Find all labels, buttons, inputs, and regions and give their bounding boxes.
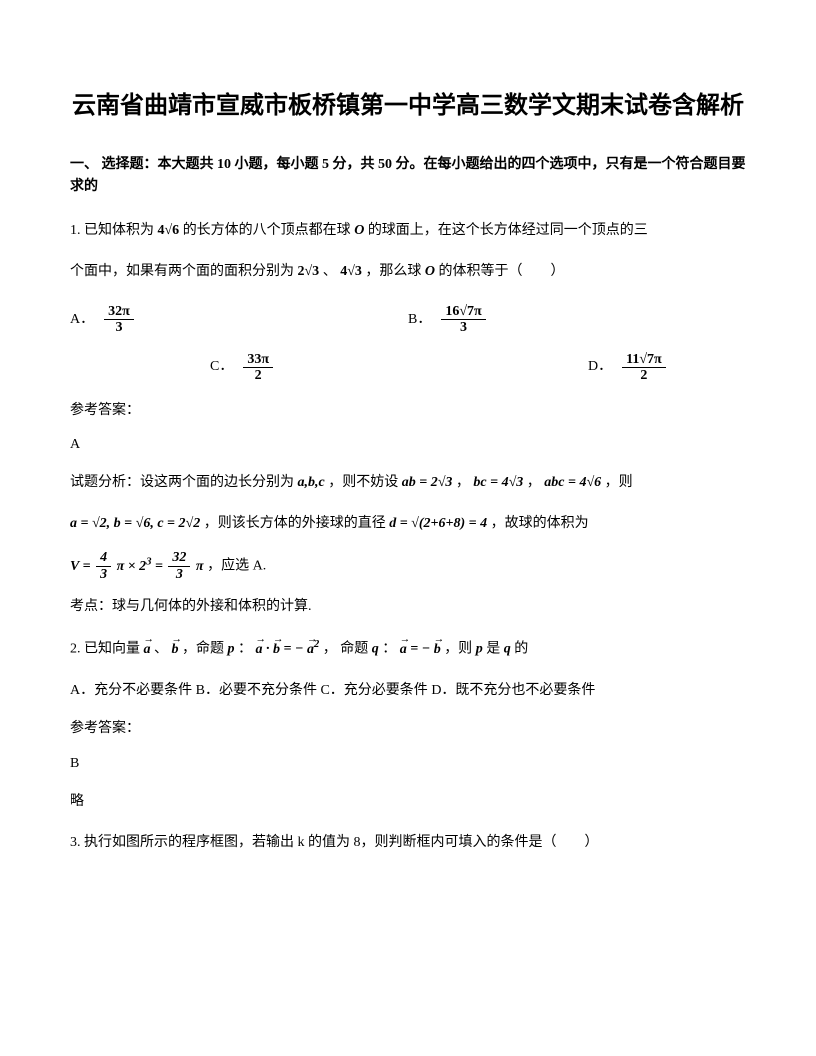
q1-optC-frac: 33π 2	[243, 352, 273, 384]
q2-qq: q	[504, 642, 511, 657]
q2-qeq-a: a	[400, 635, 407, 666]
q2-brief: 略	[70, 787, 746, 818]
option-label-D: D．	[588, 356, 612, 378]
q1-volume: 4√6	[158, 223, 180, 238]
q1-option-A: A． 32π 3	[70, 304, 408, 336]
q1-kaodian: 考点：球与几何体的外接和体积的计算.	[70, 592, 746, 623]
q1-ana-eq6: V = 43 π × 23 = 323 π	[70, 559, 207, 574]
q2-qeq-eq: = −	[410, 642, 430, 657]
q1-answer: A	[70, 434, 746, 456]
q1-ana-c1: ，	[456, 475, 470, 490]
q2-vec-a: a	[144, 635, 151, 666]
q1-mid5: 的体积等于（ ）	[439, 264, 565, 279]
q1-area2: 4√3	[340, 264, 362, 279]
q2-peq-eq: = −	[284, 642, 304, 657]
q1-ana-c2: ，	[527, 475, 541, 490]
q1-option-D: D． 11√7π 2	[408, 352, 746, 384]
q2-options: A．充分不必要条件 B．必要不充分条件 C．充分必要条件 D．既不充分也不必要条…	[70, 676, 746, 707]
q2-peq-a: a	[256, 635, 263, 666]
q1-ana-t4: ，故球的体积为	[491, 516, 589, 531]
q2-optC: C．充分必要条件	[320, 683, 427, 698]
q1-optB-frac: 16√7π 3	[441, 304, 485, 336]
q1-ana-eq3: abc = 4√6	[544, 475, 601, 490]
q1-analysis-line1: 试题分析：设这两个面的边长分别为 a,b,c ，则不妨设 ab = 2√3 ， …	[70, 468, 746, 499]
q1-mid4: ，那么球	[365, 264, 421, 279]
q1-answer-label: 参考答案：	[70, 400, 746, 422]
q1-sep: 、	[323, 264, 337, 279]
q2-q: q	[372, 642, 379, 657]
q1-optD-frac: 11√7π 2	[622, 352, 666, 384]
q1-option-B: B． 16√7π 3	[408, 304, 746, 336]
q1-mid1: 的长方体的八个顶点都在球	[183, 223, 351, 238]
q1-sphere-O2: O	[425, 264, 435, 279]
q2-answer: B	[70, 753, 746, 775]
q2-peq-dot: ·	[266, 642, 273, 657]
q1-prefix: 1. 已知体积为	[70, 223, 154, 238]
q1-optA-frac: 32π 3	[104, 304, 134, 336]
q1-ana-prefix: 试题分析：设这两个面的边长分别为	[70, 475, 294, 490]
q2-t5: 的	[514, 642, 528, 657]
q2-sep1: 、	[154, 642, 168, 657]
q1-ana-eq2: bc = 4√3	[473, 475, 523, 490]
exam-title: 云南省曲靖市宣威市板桥镇第一中学高三数学文期末试卷含解析	[70, 90, 746, 124]
q2-line1: 2. 已知向量 a 、 b ，命题 p ： a · b = − a2 ， 命题 …	[70, 633, 746, 665]
q1-ana-abc: a,b,c	[298, 475, 325, 490]
q2-t2: ， 命题	[323, 642, 369, 657]
q2-t4: 是	[486, 642, 504, 657]
q2-optD: D．既不充分也不必要条件	[431, 683, 595, 698]
q2-t3: ，则	[444, 642, 476, 657]
q1-ana-t1: ，则不妨设	[328, 475, 398, 490]
q1-options-row2: C． 33π 2 D． 11√7π 2	[70, 352, 746, 384]
q1-mid2: 的球面上，在这个长方体经过同一个顶点的三	[368, 223, 648, 238]
q2-qeq-b: b	[434, 635, 441, 666]
q1-ana-eq1: ab = 2√3	[402, 475, 453, 490]
q2-t1: ，命题	[182, 642, 224, 657]
q2-pp: p	[476, 642, 483, 657]
q1-option-C: C． 33π 2	[70, 352, 408, 384]
q2-prefix: 2. 已知向量	[70, 642, 140, 657]
option-label-C: C．	[210, 356, 233, 378]
q2-optA: A．充分不必要条件	[70, 683, 192, 698]
q1-line2: 个面中，如果有两个面的面积分别为 2√3 、 4√3 ，那么球 O 的体积等于（…	[70, 257, 746, 288]
q1-ana-t5: ，应选 A.	[207, 559, 266, 574]
q2-optB: B．必要不充分条件	[196, 683, 317, 698]
q2-p: p	[228, 642, 235, 657]
q1-analysis-line3: V = 43 π × 23 = 323 π ，应选 A.	[70, 550, 746, 582]
q1-ana-t2: ，则	[605, 475, 633, 490]
option-label-B: B．	[408, 309, 431, 331]
section-1-header: 一、 选择题：本大题共 10 小题，每小题 5 分，共 50 分。在每小题给出的…	[70, 154, 746, 199]
q2-peq-a2: a	[307, 635, 314, 666]
q2-answer-label: 参考答案：	[70, 718, 746, 740]
q2-vec-b: b	[172, 635, 179, 666]
q1-ana-t3: ，则该长方体的外接球的直径	[204, 516, 386, 531]
q1-mid3: 个面中，如果有两个面的面积分别为	[70, 264, 294, 279]
q3-text: 3. 执行如图所示的程序框图，若输出 k 的值为 8，则判断框内可填入的条件是（…	[70, 828, 746, 859]
q1-analysis-line2: a = √2, b = √6, c = 2√2 ，则该长方体的外接球的直径 d …	[70, 509, 746, 540]
q1-area1: 2√3	[298, 264, 320, 279]
q1-sphere-O: O	[354, 223, 364, 238]
q2-colon2: ：	[382, 642, 396, 657]
q1-ana-eq4: a = √2, b = √6, c = 2√2	[70, 516, 200, 531]
q1-ana-eq5: d = √(2+6+8) = 4	[389, 516, 487, 531]
q1-line1: 1. 已知体积为 4√6 的长方体的八个顶点都在球 O 的球面上，在这个长方体经…	[70, 216, 746, 247]
option-label-A: A．	[70, 309, 94, 331]
q1-options-row1: A． 32π 3 B． 16√7π 3	[70, 304, 746, 336]
q2-colon1: ：	[238, 642, 252, 657]
q2-peq-b: b	[273, 635, 280, 666]
